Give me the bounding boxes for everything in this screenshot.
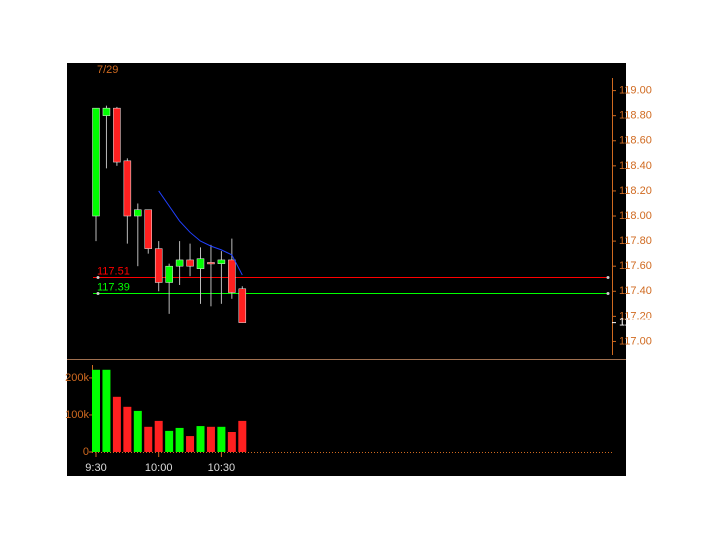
x-tick-label: 10:30 <box>208 462 236 474</box>
y-tick-label: 118.40 <box>619 160 652 172</box>
candle-body <box>228 259 236 293</box>
candle-body <box>207 262 215 265</box>
y-tick-label: 117.40 <box>619 285 652 297</box>
level-label: 117.39 <box>97 281 130 293</box>
candle-body <box>113 107 121 163</box>
candle-body <box>238 288 247 323</box>
candle-body <box>186 259 194 267</box>
volume-bar <box>144 426 153 452</box>
level-handle <box>606 292 610 295</box>
candle-body <box>102 107 111 116</box>
y-tick-label: 118.00 <box>619 210 652 222</box>
candle-body <box>196 258 205 269</box>
y-tick-label: 200k <box>65 372 89 384</box>
volume-bar <box>217 426 226 452</box>
volume-bar <box>227 432 236 452</box>
candle-body <box>165 265 173 283</box>
x-tick-label: 10:00 <box>145 462 173 474</box>
volume-bar <box>102 369 111 452</box>
y-tick-label: 119.00 <box>619 84 652 96</box>
volume-bar <box>206 426 215 452</box>
candle-body <box>144 209 152 249</box>
volume-bar <box>92 369 100 452</box>
candle-body <box>217 259 226 264</box>
candle-body <box>154 248 163 283</box>
level-handle <box>96 292 100 295</box>
volume-bar <box>186 436 195 452</box>
y-tick-label: 117.20 <box>619 310 652 322</box>
candle-body <box>123 160 132 217</box>
y-tick-label: 118.80 <box>619 110 652 122</box>
overlay-line <box>158 190 243 276</box>
volume-bar <box>196 426 205 452</box>
volume-bar <box>165 430 174 452</box>
candle-body <box>134 209 142 217</box>
volume-bar <box>175 427 184 452</box>
panel <box>67 63 626 476</box>
volume-bar <box>123 406 132 452</box>
level-handle <box>606 276 610 279</box>
x-tick-label: 9:30 <box>85 462 106 474</box>
y-tick-label: 118.20 <box>619 185 652 197</box>
volume-bar <box>133 410 142 452</box>
y-tick-label: 117.00 <box>619 335 652 347</box>
y-tick-label: 100k <box>65 409 89 421</box>
volume-bar <box>238 420 247 452</box>
volume-bar <box>112 396 121 452</box>
y-tick-label: 0 <box>83 446 89 458</box>
y-tick-label: 117.80 <box>619 235 652 247</box>
last-price-label: 117.15 <box>619 317 652 329</box>
candle-body <box>175 259 184 267</box>
volume-bar <box>154 420 163 452</box>
candle-body <box>92 107 100 217</box>
level-handle <box>96 276 100 279</box>
level-label: 117.51 <box>97 265 130 277</box>
y-tick-label: 118.60 <box>619 135 652 147</box>
y-tick-label: 117.60 <box>619 260 652 272</box>
date-title: 7/29 <box>97 64 118 76</box>
